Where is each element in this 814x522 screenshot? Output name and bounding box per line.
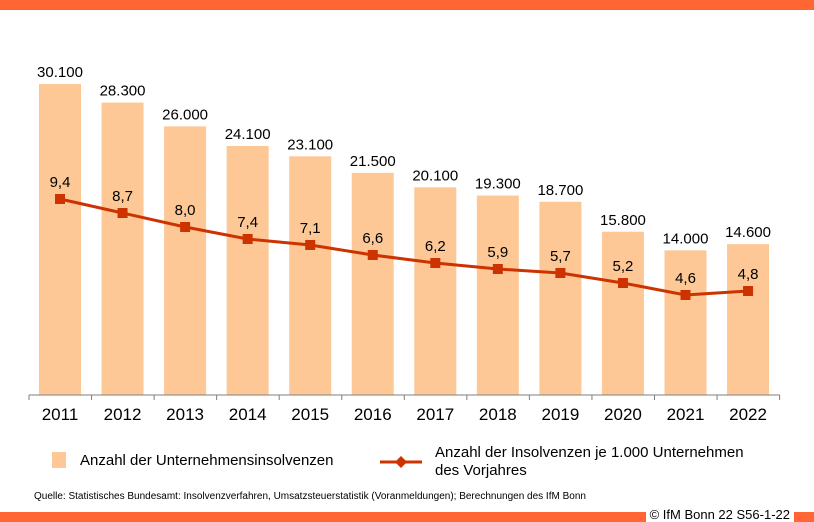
bar-2015 [289, 156, 332, 395]
legend-line-label: Anzahl der Insolvenzen je 1.000 Unterneh… [435, 444, 744, 461]
line-label-2021: 4,6 [675, 270, 696, 287]
bar-2022 [727, 244, 770, 395]
bar-label-2022: 14.600 [725, 224, 771, 241]
bar-2020 [601, 231, 644, 395]
bar-2011 [39, 84, 81, 395]
x-tick-label-2016: 2016 [354, 405, 392, 424]
line-label-2012: 8,7 [112, 188, 133, 205]
line-marker-2019 [555, 268, 566, 278]
x-tick-label-2017: 2017 [416, 405, 454, 424]
bar-2021 [664, 250, 707, 395]
bar-label-2017: 20.100 [412, 167, 458, 184]
bar-2017 [414, 187, 457, 395]
bar-label-2012: 28.300 [100, 83, 146, 100]
line-marker-2021 [680, 290, 691, 300]
line-label-2018: 5,9 [487, 244, 508, 261]
line-label-2020: 5,2 [613, 258, 634, 275]
line-marker-2022 [743, 286, 754, 296]
line-series [59, 197, 749, 297]
copyright: © IfM Bonn 22 S56-1-22 [645, 506, 794, 522]
bar-2012 [101, 102, 144, 395]
line-marker-2012 [117, 208, 128, 218]
x-tick-label-2011: 2011 [42, 405, 79, 424]
legend-bar-swatch [52, 452, 66, 468]
line-marker-2016 [367, 250, 378, 260]
line-marker-2017 [430, 258, 441, 268]
line-marker-2015 [305, 240, 316, 250]
bar-2016 [351, 172, 394, 395]
line-marker-2013 [180, 222, 191, 232]
legend-line-label-2: des Vorjahres [435, 462, 527, 479]
source-note: Quelle: Statistisches Bundesamt: Insolve… [34, 491, 586, 502]
bar-label-2018: 19.300 [475, 176, 521, 193]
x-tick-label-2018: 2018 [479, 405, 517, 424]
line-label-2017: 6,2 [425, 238, 446, 255]
bar-2018 [476, 195, 519, 395]
line-label-2014: 7,4 [237, 214, 258, 231]
line-marker-2014 [242, 234, 253, 244]
line-label-2013: 8,0 [175, 202, 196, 219]
legend-line-entry: Anzahl der Insolvenzen je 1.000 Unterneh… [380, 444, 744, 480]
bar-label-2014: 24.100 [225, 126, 271, 143]
bar-2013 [164, 126, 207, 396]
x-tick-label-2021: 2021 [667, 405, 705, 424]
line-label-2015: 7,1 [300, 220, 321, 237]
bar-2014 [226, 145, 269, 395]
line-label-2019: 5,7 [550, 248, 571, 265]
line-marker-2011 [55, 194, 65, 204]
line-label-2011: 9,4 [50, 174, 71, 191]
x-tick-label-2020: 2020 [604, 405, 642, 424]
bar-label-2021: 14.000 [663, 230, 709, 247]
bar-label-2013: 26.000 [162, 106, 208, 123]
legend-line-swatch [380, 456, 422, 468]
line-label-2022: 4,8 [738, 266, 759, 283]
line-marker-2018 [492, 264, 503, 274]
bar-label-2019: 18.700 [537, 182, 583, 199]
x-tick-label-2015: 2015 [291, 405, 329, 424]
x-tick-label-2022: 2022 [729, 405, 767, 424]
x-tick-label-2014: 2014 [229, 405, 267, 424]
x-tick-label-2019: 2019 [541, 405, 579, 424]
line-label-2016: 6,6 [362, 230, 383, 247]
bar-label-2015: 23.100 [287, 136, 333, 153]
legend-bar-entry: Anzahl der Unternehmensinsolvenzen [52, 452, 333, 470]
top-accent-bar [0, 0, 814, 10]
bar-label-2016: 21.500 [350, 153, 396, 170]
bottom-accent-bar [0, 512, 814, 522]
bar-label-2020: 15.800 [600, 212, 646, 229]
x-tick-label-2012: 2012 [104, 405, 142, 424]
line-marker-2020 [617, 278, 628, 288]
x-tick-label-2013: 2013 [166, 405, 204, 424]
legend-bar-label: Anzahl der Unternehmensinsolvenzen [80, 452, 334, 469]
bar-label-2011: 30.100 [37, 64, 83, 81]
bar-2019 [539, 201, 582, 395]
